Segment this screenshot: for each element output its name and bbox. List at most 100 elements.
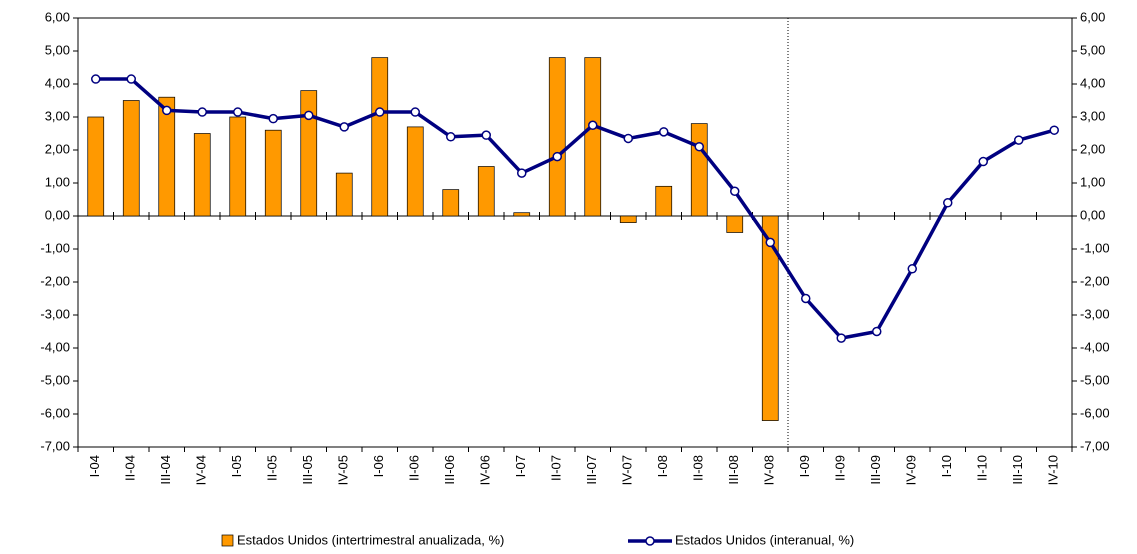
x-tick-label: IV-06 — [478, 455, 493, 485]
line-marker — [304, 110, 314, 121]
line-marker — [446, 132, 456, 142]
line-marker — [1014, 135, 1024, 145]
line-marker — [907, 264, 917, 274]
bar — [371, 57, 389, 217]
line-marker — [162, 105, 172, 116]
x-tick-label: III-06 — [442, 455, 457, 485]
y-tick-label: 4,00 — [45, 75, 70, 90]
bar — [193, 133, 211, 217]
x-tick-label: III-10 — [1010, 455, 1025, 485]
line-marker — [978, 156, 988, 167]
line-marker — [410, 107, 420, 117]
y2-tick-label: -7,00 — [1080, 438, 1110, 453]
y-tick-label: -1,00 — [40, 240, 70, 255]
x-tick-label: III-04 — [158, 455, 173, 485]
x-tick-label: II-10 — [975, 455, 990, 481]
bar — [406, 126, 424, 217]
legend-label: Estados Unidos (intertrimestral anualiza… — [237, 532, 504, 547]
bar — [548, 57, 566, 217]
x-tick-label: I-07 — [513, 455, 528, 477]
bar — [122, 100, 140, 217]
line — [95, 77, 1055, 340]
line-marker — [339, 122, 349, 132]
line-marker — [588, 120, 598, 130]
bar — [655, 185, 673, 217]
line-marker — [836, 333, 846, 343]
x-tick-label: III-07 — [584, 455, 599, 485]
y2-tick-label: -2,00 — [1080, 273, 1110, 288]
y-tick-label: -5,00 — [40, 372, 70, 387]
line-marker — [694, 141, 704, 152]
y-tick-label: 2,00 — [45, 141, 70, 156]
line-marker — [481, 130, 491, 140]
line-marker — [943, 198, 953, 208]
x-tick-label: I-10 — [939, 455, 954, 477]
bar — [690, 123, 708, 217]
x-tick-label: IV-05 — [336, 455, 351, 485]
bar — [300, 90, 318, 217]
x-tick-label: II-07 — [549, 455, 564, 481]
y-tick-label: -3,00 — [40, 306, 70, 321]
x-tick-label: II-06 — [407, 455, 422, 481]
x-tick-label: IV-10 — [1046, 455, 1061, 485]
x-tick-label: III-05 — [300, 455, 315, 485]
bar — [619, 215, 637, 223]
y-tick-label: 0,00 — [45, 207, 70, 222]
y2-tick-label: -5,00 — [1080, 372, 1110, 387]
y2-tick-label: 0,00 — [1080, 207, 1105, 222]
y2-tick-label: -1,00 — [1080, 240, 1110, 255]
y-tick-label: 5,00 — [45, 42, 70, 57]
bar — [584, 57, 602, 217]
line-marker — [126, 74, 136, 84]
bar — [87, 116, 105, 217]
y2-tick-label: -6,00 — [1080, 405, 1110, 420]
line-marker — [375, 107, 385, 117]
y2-tick-label: 3,00 — [1080, 108, 1105, 123]
x-tick-label: I-05 — [229, 455, 244, 477]
x-tick-label: II-08 — [691, 455, 706, 481]
y-tick-label: 6,00 — [45, 9, 70, 24]
y-tick-label: 1,00 — [45, 174, 70, 189]
x-tick-label: I-08 — [655, 455, 670, 477]
bar — [726, 215, 744, 233]
line-marker — [552, 151, 562, 162]
x-tick-label: I-04 — [87, 455, 102, 477]
line-marker — [517, 168, 527, 178]
legend-label: Estados Unidos (interanual, %) — [675, 532, 854, 547]
y-tick-label: -6,00 — [40, 405, 70, 420]
line-marker — [233, 107, 243, 117]
legend-swatch — [221, 534, 234, 547]
line-marker — [197, 107, 207, 117]
x-tick-label: IV-08 — [762, 455, 777, 485]
legend-marker — [645, 536, 655, 546]
y-tick-label: -7,00 — [40, 438, 70, 453]
line-marker — [801, 293, 811, 304]
x-tick-label: IV-04 — [194, 455, 209, 485]
bar — [264, 129, 282, 217]
y2-tick-label: 1,00 — [1080, 174, 1105, 189]
x-tick-label: I-06 — [371, 455, 386, 477]
y2-tick-label: -3,00 — [1080, 306, 1110, 321]
y2-tick-label: -4,00 — [1080, 339, 1110, 354]
y-tick-label: -4,00 — [40, 339, 70, 354]
line-marker — [872, 326, 882, 337]
x-tick-label: III-08 — [726, 455, 741, 485]
bar — [513, 212, 531, 217]
x-tick-label: II-09 — [833, 455, 848, 481]
bar — [477, 166, 495, 217]
line-marker — [730, 186, 740, 196]
x-tick-label: I-09 — [797, 455, 812, 477]
y2-tick-label: 4,00 — [1080, 75, 1105, 90]
line-marker — [765, 237, 775, 248]
x-tick-label: II-05 — [265, 455, 280, 481]
bar — [335, 172, 353, 217]
bar — [158, 96, 176, 217]
line-marker — [268, 113, 278, 124]
line-marker — [91, 74, 101, 84]
bar — [442, 189, 460, 217]
line-marker — [1049, 125, 1059, 135]
y-tick-label: -2,00 — [40, 273, 70, 288]
x-tick-label: IV-09 — [904, 455, 919, 485]
x-tick-label: III-09 — [868, 455, 883, 485]
